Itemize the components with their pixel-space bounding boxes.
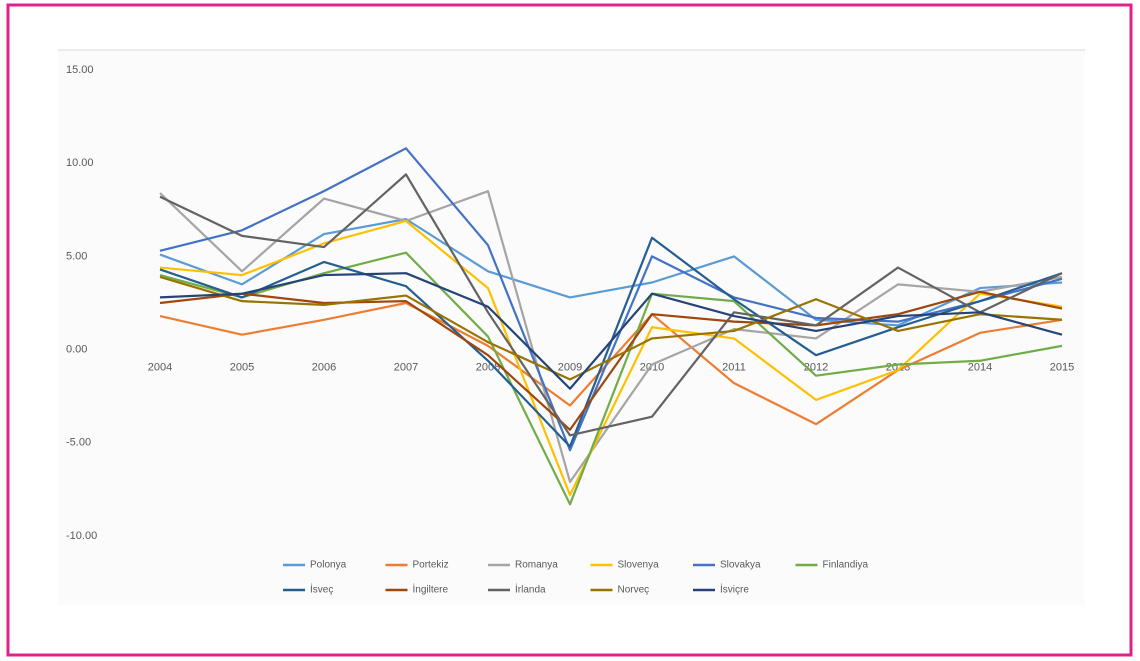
x-tick-label: 2008 (476, 362, 500, 374)
series-line (159, 147, 1063, 452)
y-tick-label: 10.00 (66, 157, 94, 169)
legend-label: Norveç (618, 585, 650, 596)
series-line (159, 173, 1063, 437)
legend-label: İrlanda (515, 583, 546, 596)
y-tick-label: 5.00 (66, 250, 87, 262)
legend-label: İngiltere (413, 583, 449, 596)
x-tick-label: 2004 (148, 362, 172, 374)
legend-label: Polonya (310, 560, 347, 571)
series-line (159, 190, 1063, 484)
legend-label: Romanya (515, 560, 558, 571)
x-tick-label: 2011 (722, 362, 746, 374)
legend-label: Slovenya (618, 560, 660, 571)
x-tick-label: 2007 (394, 362, 418, 374)
legend-label: Portekiz (413, 560, 449, 571)
series-line (159, 290, 1063, 431)
series-line (159, 219, 1063, 497)
y-tick-label: -5.00 (66, 437, 91, 449)
legend-label: İsviçre (720, 583, 749, 596)
x-tick-label: 2015 (1050, 362, 1074, 374)
legend-label: İsveç (310, 583, 333, 596)
legend-label: Finlandiya (823, 560, 869, 571)
x-tick-label: 2010 (640, 362, 664, 374)
x-tick-label: 2005 (230, 362, 254, 374)
y-tick-label: 15.00 (66, 64, 94, 76)
series-line (159, 272, 1063, 390)
y-tick-label: 0.00 (66, 344, 87, 356)
x-tick-label: 2014 (968, 362, 992, 374)
legend-label: Slovakya (720, 560, 761, 571)
x-tick-label: 2009 (558, 362, 582, 374)
series-line (159, 275, 1063, 381)
y-tick-label: -10.00 (66, 530, 97, 542)
x-tick-label: 2006 (312, 362, 336, 374)
